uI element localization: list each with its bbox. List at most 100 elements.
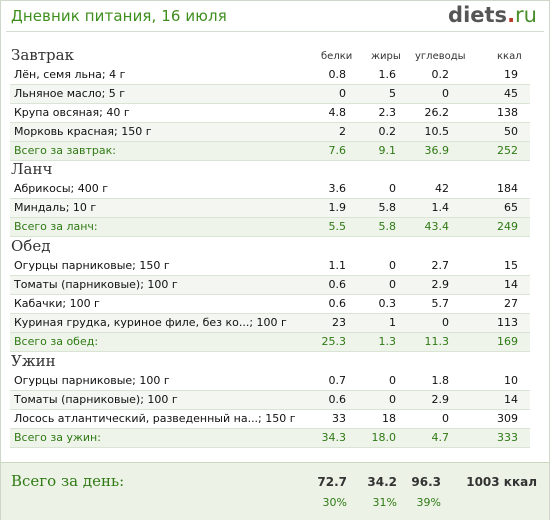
proteins-value: 3.6: [328, 182, 347, 195]
fats-value: 18: [382, 412, 396, 425]
carbs-value: 2.9: [431, 393, 450, 406]
fats-value: 0: [389, 393, 396, 406]
food-name: Морковь красная; 150 г: [14, 125, 152, 138]
kcal-value: 113: [497, 316, 518, 329]
kcal-value: 138: [497, 106, 518, 119]
day-carbs-total: 96.3: [411, 475, 441, 489]
carbs-value: 1.4: [431, 201, 450, 214]
kcal-value: 14: [504, 278, 518, 291]
table-row: Льняное масло; 5 г 0 5 0 45: [10, 85, 530, 104]
site-logo[interactable]: diets.ru: [448, 3, 537, 27]
table-row: Абрикосы; 400 г 3.6 0 42 184: [10, 180, 530, 199]
fats-total: 9.1: [378, 144, 397, 157]
proteins-value: 33: [332, 412, 346, 425]
food-name: Крупа овсяная; 40 г: [14, 106, 130, 119]
fats-total: 18.0: [371, 431, 397, 444]
page-title: Дневник питания, 16 июля: [11, 7, 227, 25]
kcal-value: 309: [497, 412, 518, 425]
food-name: Огурцы парниковые; 150 г: [14, 259, 170, 272]
proteins-value: 0.7: [328, 374, 347, 387]
proteins-value: 1.9: [328, 201, 347, 214]
proteins-value: 0: [339, 87, 346, 100]
fats-value: 5.8: [378, 201, 397, 214]
table-row: Огурцы парниковые; 100 г 0.7 0 1.8 10: [10, 372, 530, 391]
day-fats-percent: 31%: [372, 496, 397, 509]
header-kcal: ккал: [497, 51, 522, 62]
header-fats: жиры: [371, 51, 401, 62]
food-name: Огурцы парниковые; 100 г: [14, 374, 170, 387]
kcal-total: 333: [497, 431, 518, 444]
section-title-obed: Обед: [11, 237, 51, 255]
proteins-total: 5.5: [328, 220, 347, 233]
proteins-value: 4.8: [328, 106, 347, 119]
food-name: Льняное масло; 5 г: [14, 87, 126, 100]
fats-value: 0.3: [378, 297, 397, 310]
table-row: Крупа овсяная; 40 г 4.8 2.3 26.2 138: [10, 104, 530, 123]
table-row: Лосось атлантический, разведенный на...;…: [10, 410, 530, 429]
fats-total: 1.3: [378, 335, 397, 348]
carbs-total: 11.3: [424, 335, 450, 348]
proteins-value: 0.6: [328, 393, 347, 406]
total-label: Всего за завтрак:: [14, 144, 117, 157]
food-name: Абрикосы; 400 г: [14, 182, 109, 195]
day-fats-total: 34.2: [367, 475, 397, 489]
table-row: Огурцы парниковые; 150 г 1.1 0 2.7 15: [10, 257, 530, 276]
header-proteins: белки: [321, 51, 353, 62]
fats-value: 1.6: [378, 68, 397, 81]
kcal-total: 169: [497, 335, 518, 348]
day-proteins-total: 72.7: [317, 475, 347, 489]
section-title-breakfast: Завтрак: [11, 46, 74, 64]
table-row: Лён, семя льна; 4 г 0.8 1.6 0.2 19: [10, 66, 530, 85]
logo-main-text: diets: [448, 3, 508, 27]
meal-total-row: Всего за ужин: 34.3 18.0 4.7 333: [10, 429, 530, 448]
column-headers: белки жиры углеводы ккал: [1, 51, 550, 65]
day-total-panel: Всего за день: 72.7 34.2 96.3 1003 ккал …: [1, 462, 549, 520]
fats-value: 0: [389, 374, 396, 387]
carbs-value: 2.9: [431, 278, 450, 291]
kcal-total: 252: [497, 144, 518, 157]
carbs-total: 36.9: [424, 144, 450, 157]
day-kcal-total: 1003 ккал: [466, 475, 537, 489]
food-name: Лён, семя льна; 4 г: [14, 68, 126, 81]
carbs-total: 43.4: [424, 220, 450, 233]
total-label: Всего за ланч:: [14, 220, 98, 233]
proteins-total: 7.6: [328, 144, 347, 157]
carbs-value: 5.7: [431, 297, 450, 310]
header-divider: [6, 31, 544, 32]
fats-value: 0: [389, 259, 396, 272]
proteins-value: 0.8: [328, 68, 347, 81]
fats-total: 5.8: [378, 220, 397, 233]
section-title-lunch: Ланч: [11, 160, 53, 178]
fats-value: 2.3: [378, 106, 397, 119]
meal-total-row: Всего за завтрак: 7.6 9.1 36.9 252: [10, 142, 530, 161]
carbs-value: 0: [442, 316, 449, 329]
proteins-value: 0.6: [328, 297, 347, 310]
section-title-uzhin: Ужин: [11, 352, 56, 370]
proteins-value: 23: [332, 316, 346, 329]
carbs-value: 0: [442, 87, 449, 100]
carbs-value: 10.5: [424, 125, 450, 138]
carbs-value: 2.7: [431, 259, 450, 272]
proteins-value: 0.6: [328, 278, 347, 291]
kcal-value: 19: [504, 68, 518, 81]
meal-total-row: Всего за ланч: 5.5 5.8 43.4 249: [10, 218, 530, 237]
fats-value: 0: [389, 278, 396, 291]
food-name: Томаты (парниковые); 100 г: [14, 393, 178, 406]
table-row: Миндаль; 10 г 1.9 5.8 1.4 65: [10, 199, 530, 218]
carbs-total: 4.7: [431, 431, 450, 444]
logo-tld: ru: [515, 3, 537, 27]
meal-total-row: Всего за обед: 25.3 1.3 11.3 169: [10, 333, 530, 352]
header-carbs: углеводы: [415, 51, 466, 62]
carbs-value: 0: [442, 412, 449, 425]
day-carbs-percent: 39%: [416, 496, 441, 509]
carbs-value: 1.8: [431, 374, 450, 387]
day-total-label: Всего за день:: [11, 472, 125, 490]
kcal-value: 14: [504, 393, 518, 406]
kcal-value: 50: [504, 125, 518, 138]
food-name: Куриная грудка, куриное филе, без ко...;…: [14, 316, 287, 329]
total-label: Всего за ужин:: [14, 431, 101, 444]
table-row: Морковь красная; 150 г 2 0.2 10.5 50: [10, 123, 530, 142]
carbs-value: 26.2: [424, 106, 450, 119]
kcal-value: 45: [504, 87, 518, 100]
kcal-value: 65: [504, 201, 518, 214]
